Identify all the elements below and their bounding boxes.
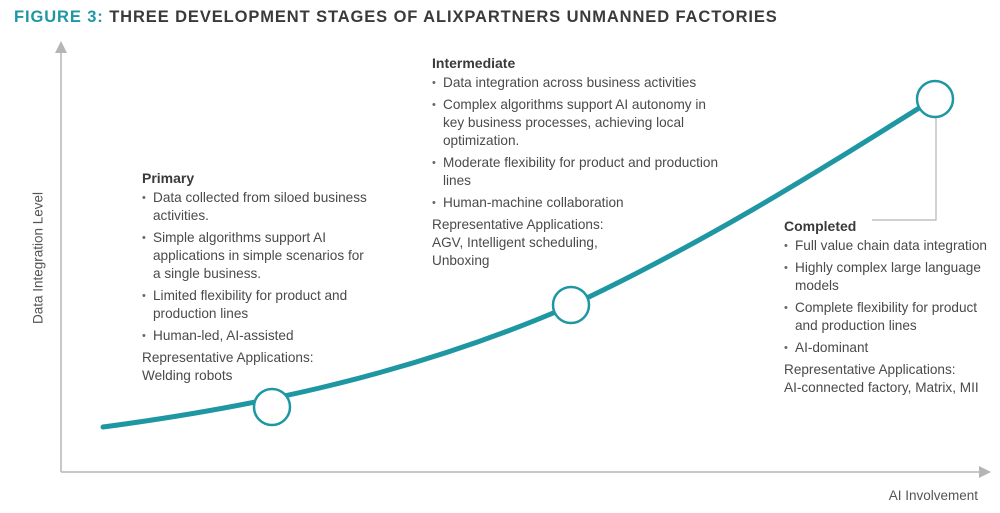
representative-applications: AGV, Intelligent scheduling, Unboxing — [432, 235, 598, 268]
representative-label: Representative Applications: — [784, 362, 956, 377]
stage-bullets: Data integration across business activit… — [432, 74, 722, 212]
stage-primary: Primary Data collected from siloed busin… — [142, 169, 372, 385]
stage-bullet: Complex algorithms support AI autonomy i… — [432, 96, 722, 150]
stage-title: Completed — [784, 218, 857, 234]
stage-marker-intermediate — [551, 285, 591, 325]
y-axis-label: Data Integration Level — [30, 191, 46, 325]
stage-bullet: Moderate flexibility for product and pro… — [432, 154, 722, 190]
stage-bullet: Data integration across business activit… — [432, 74, 722, 92]
stage-bullet: Complete flexibility for product and pro… — [784, 299, 999, 335]
representative-applications: Welding robots — [142, 368, 233, 383]
figure-title-text: THREE DEVELOPMENT STAGES OF ALIXPARTNERS… — [109, 8, 778, 26]
stage-title: Primary — [142, 170, 195, 186]
representative-label: Representative Applications: — [142, 350, 314, 365]
stage-bullet: Full value chain data integration — [784, 237, 999, 255]
stage-bullet: Human-machine collaboration — [432, 194, 722, 212]
stage-intermediate: Intermediate Data integration across bus… — [432, 54, 722, 270]
stage-bullet: Data collected from siloed business acti… — [142, 189, 372, 225]
stage-bullet: Highly complex large language models — [784, 259, 999, 295]
stage-title: Intermediate — [432, 55, 516, 71]
stage-bullets: Data collected from siloed business acti… — [142, 189, 372, 345]
stage-marker-completed — [915, 79, 955, 119]
representative-applications: AI-connected factory, Matrix, MII — [784, 380, 979, 395]
figure-label: FIGURE 3: — [14, 8, 104, 26]
stage-bullet: Human-led, AI-assisted — [142, 327, 372, 345]
stage-marker-primary — [252, 387, 292, 427]
stage-bullet: AI-dominant — [784, 339, 999, 357]
representative-label: Representative Applications: — [432, 217, 604, 232]
stage-bullet: Limited flexibility for product and prod… — [142, 287, 372, 323]
stage-bullets: Full value chain data integration Highly… — [784, 237, 999, 357]
figure-title: FIGURE 3: THREE DEVELOPMENT STAGES OF AL… — [14, 8, 778, 27]
stage-completed: Completed Full value chain data integrat… — [784, 217, 999, 397]
stage-bullet: Simple algorithms support AI application… — [142, 229, 372, 283]
x-axis-label: AI Involvement — [888, 488, 978, 503]
